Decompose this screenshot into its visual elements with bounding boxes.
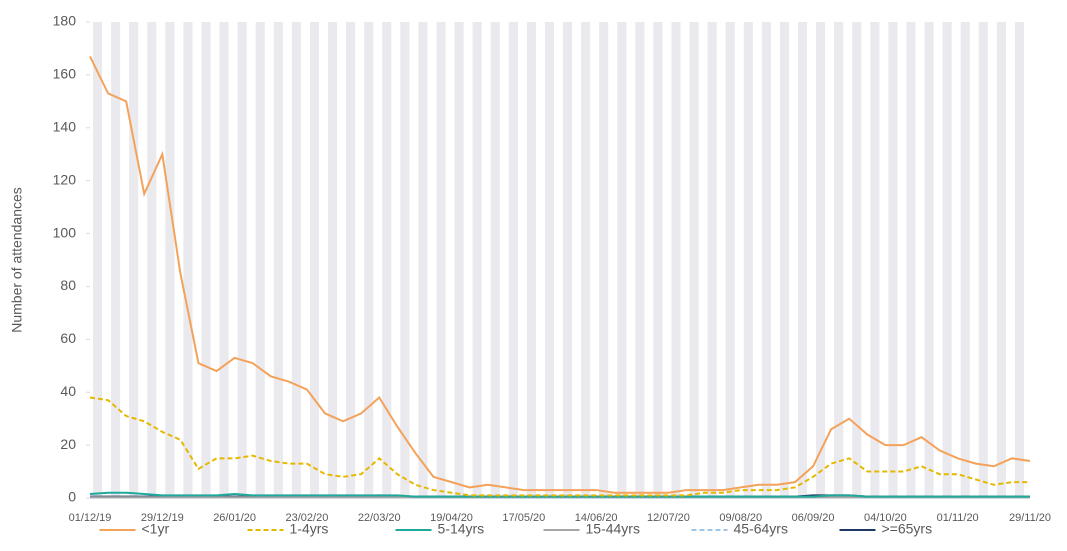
y-tick-label: 180 <box>53 13 77 29</box>
y-axis-label: Number of attendances <box>9 187 25 333</box>
x-tick-label: 29/12/19 <box>141 512 184 524</box>
week-band <box>165 22 175 498</box>
week-band <box>816 22 826 498</box>
week-band <box>364 22 374 498</box>
week-band <box>599 22 609 498</box>
y-tick-label: 0 <box>68 489 76 505</box>
y-tick-label: 80 <box>60 277 76 293</box>
week-band <box>960 22 970 498</box>
y-tick-label: 140 <box>53 118 77 134</box>
week-band <box>544 22 554 498</box>
week-band <box>852 22 862 498</box>
week-band <box>273 22 283 498</box>
y-tick-label: 100 <box>53 224 77 240</box>
week-band <box>761 22 771 498</box>
legend-label: 1-4yrs <box>290 521 329 537</box>
week-band <box>617 22 627 498</box>
x-tick-label: 17/05/20 <box>502 512 545 524</box>
week-band <box>635 22 645 498</box>
y-tick-label: 40 <box>60 383 76 399</box>
week-band <box>563 22 573 498</box>
week-band <box>472 22 482 498</box>
y-tick-label: 20 <box>60 436 76 452</box>
y-tick-label: 160 <box>53 66 77 82</box>
week-band <box>382 22 392 498</box>
legend-label: <1yr <box>142 521 170 537</box>
x-tick-label: 12/07/20 <box>647 512 690 524</box>
series-line <box>89 55 1031 494</box>
week-band <box>490 22 500 498</box>
week-band <box>255 22 265 498</box>
week-band <box>1014 22 1024 498</box>
x-tick-label: 09/08/20 <box>719 512 762 524</box>
week-band <box>888 22 898 498</box>
week-band <box>526 22 536 498</box>
y-tick-label: 60 <box>60 330 76 346</box>
week-band <box>93 22 103 498</box>
week-band <box>147 22 157 498</box>
week-band <box>924 22 934 498</box>
week-band <box>129 22 139 498</box>
week-band <box>689 22 699 498</box>
week-band <box>581 22 591 498</box>
week-band <box>870 22 880 498</box>
week-band <box>183 22 193 498</box>
x-tick-label: 14/06/20 <box>575 512 618 524</box>
x-tick-label: 01/12/19 <box>69 512 112 524</box>
x-tick-label: 04/10/20 <box>864 512 907 524</box>
week-band <box>111 22 121 498</box>
legend-label: 45-64yrs <box>734 521 788 537</box>
x-tick-label: 01/11/20 <box>937 512 979 524</box>
week-band <box>309 22 319 498</box>
week-band <box>978 22 988 498</box>
week-band <box>906 22 916 498</box>
week-band <box>707 22 717 498</box>
week-band <box>219 22 229 498</box>
week-band <box>237 22 247 498</box>
week-band <box>653 22 663 498</box>
legend-label: >=65yrs <box>882 521 933 537</box>
week-band <box>400 22 410 498</box>
series-line <box>89 491 1030 498</box>
x-tick-label: 29/11/20 <box>1009 512 1051 524</box>
legend-label: 15-44yrs <box>586 521 640 537</box>
week-band <box>418 22 428 498</box>
week-band <box>798 22 808 498</box>
week-band <box>671 22 681 498</box>
week-band <box>454 22 464 498</box>
week-band <box>942 22 952 498</box>
y-tick-label: 120 <box>53 171 77 187</box>
week-band <box>743 22 753 498</box>
week-band <box>436 22 446 498</box>
x-tick-label: 22/03/20 <box>358 512 401 524</box>
week-band <box>201 22 211 498</box>
week-band <box>779 22 789 498</box>
week-band <box>346 22 356 498</box>
legend-label: 5-14yrs <box>438 521 485 537</box>
series-line <box>89 396 1030 497</box>
week-band <box>834 22 844 498</box>
week-band <box>291 22 301 498</box>
week-band <box>328 22 338 498</box>
week-band <box>996 22 1006 498</box>
week-band <box>725 22 735 498</box>
x-tick-label: 23/02/20 <box>286 512 329 524</box>
x-tick-label: 26/01/20 <box>213 512 256 524</box>
x-tick-label: 06/09/20 <box>792 512 835 524</box>
x-tick-label: 19/04/20 <box>430 512 473 524</box>
week-band <box>508 22 518 498</box>
